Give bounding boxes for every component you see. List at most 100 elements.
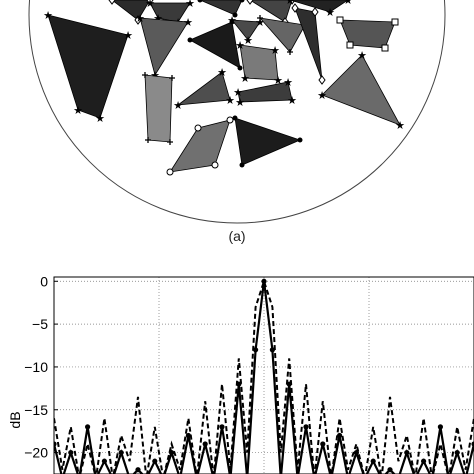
polygon-shape xyxy=(321,54,401,126)
vertex-marker xyxy=(336,16,344,24)
vertex-marker: ★ xyxy=(343,0,353,7)
polygon-0: ★ ★ ★ ★ xyxy=(43,9,133,125)
vertex-marker: ★ xyxy=(240,72,250,85)
series-point xyxy=(387,467,393,473)
vertex-marker: ★ xyxy=(185,0,195,10)
panel-b: 0 −5 −10 −15 −20 dB xyxy=(7,273,474,474)
plot-grid xyxy=(54,277,474,474)
series-point xyxy=(303,424,309,430)
vertex-marker: ★ xyxy=(395,119,405,132)
vertex-marker: ★ xyxy=(357,49,367,62)
vertex-marker: ★ xyxy=(135,12,145,25)
vertex-marker: ★ xyxy=(255,16,265,29)
plot-lines xyxy=(54,278,474,474)
vertex-marker xyxy=(108,0,116,5)
vertex-marker: ★ xyxy=(173,99,183,112)
series-point xyxy=(85,424,91,430)
polygon-shape xyxy=(294,7,323,81)
vertex-marker: ★ xyxy=(183,16,193,29)
vertex-marker: ★ xyxy=(235,39,245,52)
polygon-1 xyxy=(108,0,154,25)
vertex-marker xyxy=(232,115,238,121)
vertex-marker: ★ xyxy=(73,104,83,117)
series-point xyxy=(261,278,267,284)
vertex-marker: ★ xyxy=(287,94,297,107)
series-point xyxy=(286,381,292,387)
polygon-shape xyxy=(110,0,151,21)
series-point xyxy=(202,441,208,447)
polygon-5: ★ ★ ★ xyxy=(285,0,353,19)
vertex-marker xyxy=(232,12,238,18)
polygon-11 xyxy=(291,3,326,85)
series-point xyxy=(253,347,259,353)
polygon-8 xyxy=(187,19,243,71)
vertex-marker xyxy=(169,75,175,81)
vertex-marker xyxy=(318,75,326,85)
vertex-marker xyxy=(288,0,296,5)
vertex-marker: ★ xyxy=(123,29,133,42)
vertex-marker: ★ xyxy=(43,9,53,22)
y-tick-label: −15 xyxy=(24,402,48,418)
series-point xyxy=(471,441,474,447)
vertex-marker: ★ xyxy=(317,89,327,102)
series-point xyxy=(353,449,359,456)
vertex-marker: ★ xyxy=(273,74,283,87)
series-point xyxy=(269,347,275,353)
vertex-marker xyxy=(246,0,254,5)
polygon-9: ★ ★★ xyxy=(227,14,265,47)
polygon-16: ★ ★ ★ xyxy=(317,49,405,132)
polygon-shape xyxy=(239,44,279,81)
vertex-marker xyxy=(287,49,293,55)
vertex-marker xyxy=(381,44,389,52)
vertex-marker xyxy=(291,3,299,13)
series-line-0 xyxy=(54,278,474,474)
series-point xyxy=(118,449,124,456)
series-point xyxy=(68,449,74,456)
vertex-marker xyxy=(211,161,219,169)
polygon-shape xyxy=(258,17,306,53)
vertex-marker xyxy=(187,37,193,43)
vertex-marker: ★ xyxy=(235,96,245,109)
vertex-marker xyxy=(197,0,203,3)
vertex-marker: ★ xyxy=(150,69,160,82)
caption-a: (a) xyxy=(228,228,246,244)
vertex-marker: ★ xyxy=(285,0,295,7)
vertex-marker xyxy=(257,15,263,21)
series-point xyxy=(454,449,460,456)
vertex-marker xyxy=(239,162,245,168)
series-point xyxy=(370,458,376,464)
series-point xyxy=(185,432,191,439)
polygon-shape xyxy=(231,19,261,41)
vertex-marker xyxy=(167,139,173,145)
series-point xyxy=(337,432,343,439)
series-point xyxy=(437,424,443,430)
polygon-7: ★ ★ ★ xyxy=(135,12,193,82)
series-point xyxy=(421,458,427,464)
vertex-marker xyxy=(146,0,154,5)
polygon-18 xyxy=(232,115,303,168)
polygon-shape xyxy=(248,0,293,23)
vertex-marker: ★ xyxy=(95,112,105,125)
panel-a: ★★★★★★★★★★★★★★★★★★★★★★★★★★★★★★★ xyxy=(28,0,446,224)
vertex-marker xyxy=(391,18,399,26)
vertex-marker xyxy=(346,41,354,49)
polygon-15: ★★★★ xyxy=(233,76,297,109)
vertex-marker xyxy=(297,137,303,143)
polygon-shape xyxy=(237,81,293,103)
vertex-marker xyxy=(239,0,245,3)
vertex-marker: ★ xyxy=(217,66,227,79)
series-point xyxy=(404,449,410,456)
vertex-marker: ★ xyxy=(325,6,335,19)
polygon-shape xyxy=(289,0,350,13)
polygon-shape xyxy=(176,71,231,106)
polygon-3 xyxy=(197,0,245,18)
series-point xyxy=(135,467,141,473)
polygon-shape xyxy=(139,17,189,76)
plot-frame xyxy=(53,276,474,474)
vertex-marker xyxy=(226,116,234,124)
polygon-13 xyxy=(142,72,175,145)
polygon-6 xyxy=(336,16,399,52)
polygon-shape xyxy=(144,74,173,143)
polygon-shape xyxy=(234,117,302,166)
